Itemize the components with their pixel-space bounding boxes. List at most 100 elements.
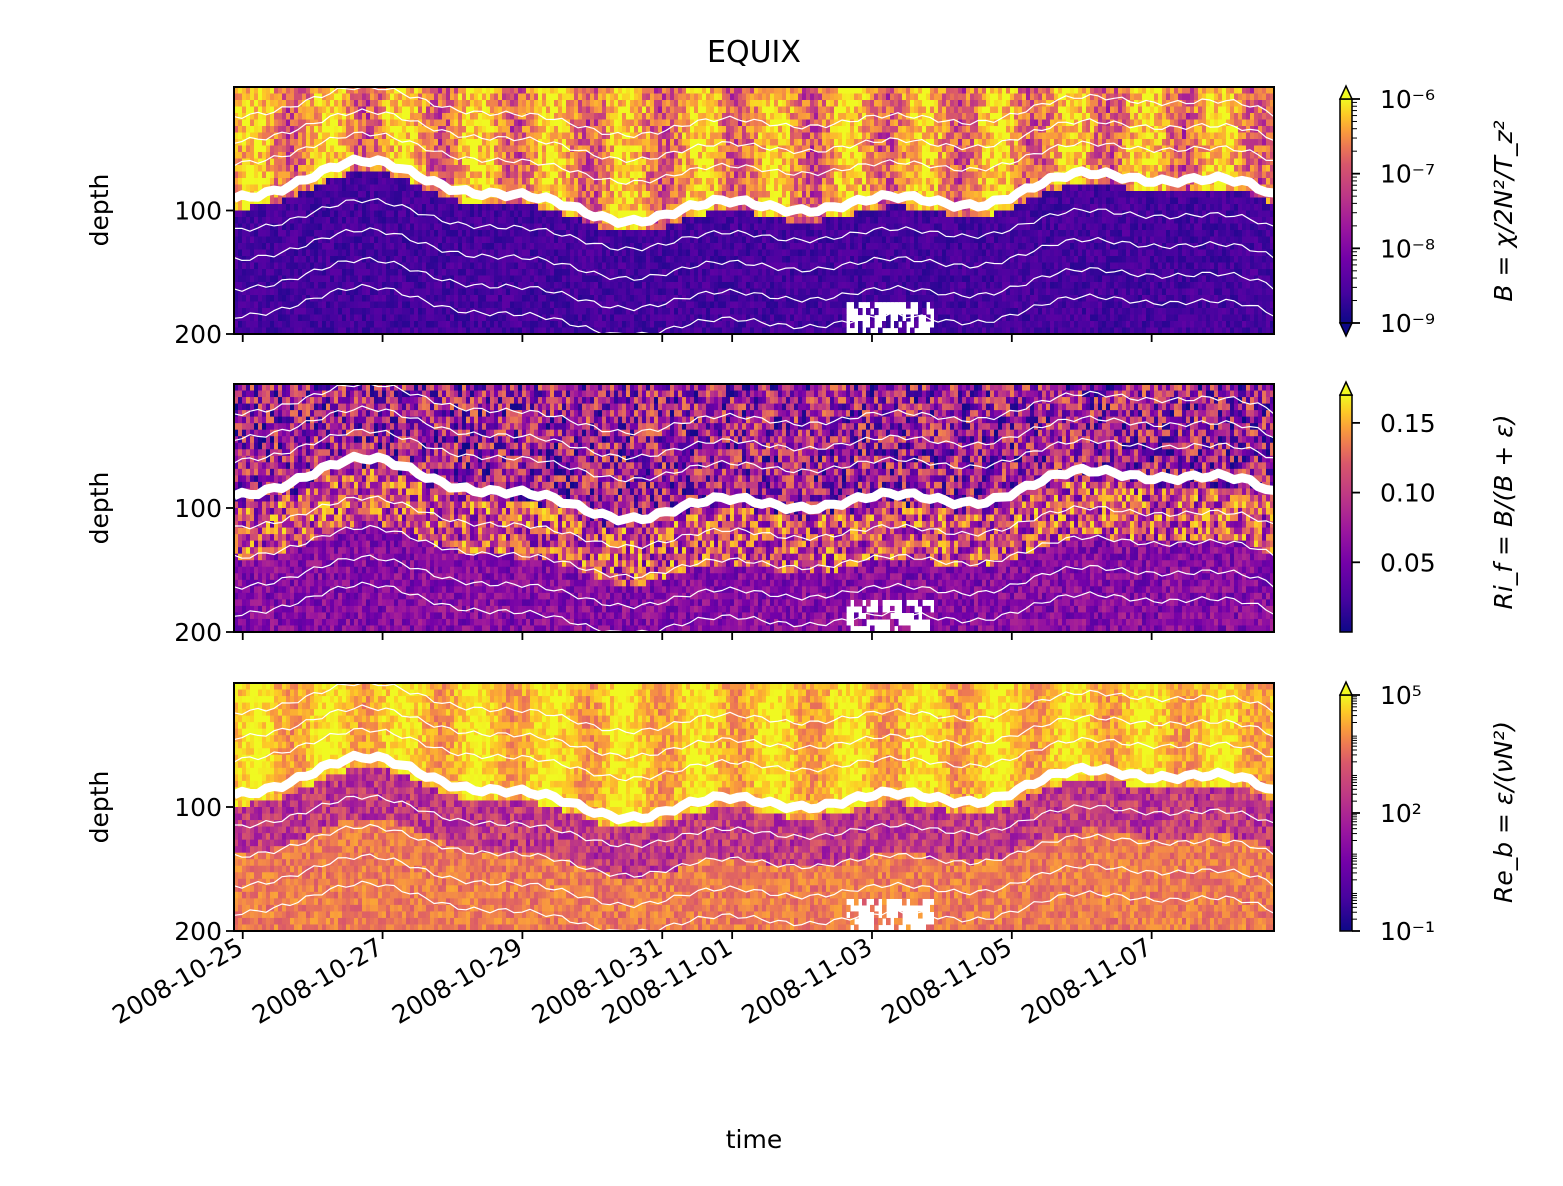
heatmap-cell — [618, 158, 623, 166]
heatmap-cell — [490, 100, 495, 108]
heatmap-cell — [550, 113, 555, 121]
heatmap-cell — [510, 230, 515, 238]
heatmap-cell — [414, 139, 419, 147]
heatmap-cell — [466, 223, 471, 231]
heatmap-cell — [250, 100, 255, 108]
heatmap-cell — [574, 282, 579, 290]
heatmap-cell — [722, 119, 727, 127]
heatmap-cell — [514, 152, 519, 160]
heatmap-cell — [442, 275, 447, 283]
heatmap-cell — [734, 210, 739, 218]
heatmap-cell — [578, 106, 583, 114]
heatmap-cell — [542, 139, 547, 147]
heatmap-cell — [322, 314, 327, 322]
heatmap-cell — [482, 145, 487, 153]
heatmap-cell — [722, 327, 727, 335]
heatmap-cell — [350, 119, 355, 127]
heatmap-cell — [334, 184, 339, 192]
heatmap-cell — [438, 171, 443, 179]
heatmap-cell — [302, 249, 307, 257]
heatmap-cell — [354, 288, 359, 296]
heatmap-cell — [282, 93, 287, 101]
heatmap-cell — [430, 87, 435, 95]
heatmap-cell — [538, 288, 543, 296]
heatmap-cell — [666, 204, 671, 212]
heatmap-cell — [722, 262, 727, 270]
heatmap-cell — [594, 113, 599, 121]
heatmap-cell — [266, 171, 271, 179]
heatmap-cell — [422, 314, 427, 322]
heatmap-cell — [658, 327, 663, 335]
heatmap-cell — [286, 119, 291, 127]
heatmap-cell — [578, 132, 583, 140]
heatmap-cell — [670, 106, 675, 114]
heatmap-cell — [302, 308, 307, 316]
heatmap-cell — [754, 321, 759, 329]
heatmap-cell — [326, 295, 331, 303]
heatmap-cell — [738, 288, 743, 296]
heatmap-cell — [442, 295, 447, 303]
heatmap-cell — [554, 100, 559, 108]
heatmap-cell — [626, 119, 631, 127]
heatmap-cell — [442, 230, 447, 238]
heatmap-cell — [430, 217, 435, 225]
heatmap-cell — [398, 197, 403, 205]
heatmap-cell — [742, 275, 747, 283]
heatmap-cell — [334, 230, 339, 238]
heatmap-cell — [750, 152, 755, 160]
heatmap-cell — [246, 145, 251, 153]
heatmap-cell — [338, 288, 343, 296]
heatmap-cell — [350, 171, 355, 179]
heatmap-cell — [558, 282, 563, 290]
heatmap-cell — [246, 106, 251, 114]
heatmap-cell — [606, 295, 611, 303]
heatmap-cell — [602, 106, 607, 114]
heatmap-cell — [466, 113, 471, 121]
heatmap-cell — [254, 100, 259, 108]
heatmap-cell — [394, 132, 399, 140]
heatmap-cell — [386, 249, 391, 257]
heatmap-cell — [306, 152, 311, 160]
heatmap-cell — [534, 132, 539, 140]
heatmap-cell — [714, 152, 719, 160]
heatmap-cell — [450, 262, 455, 270]
heatmap-cell — [722, 113, 727, 121]
heatmap-cell — [714, 269, 719, 277]
heatmap-cell — [722, 126, 727, 134]
heatmap-cell — [546, 132, 551, 140]
heatmap-cell — [518, 158, 523, 166]
heatmap-cell — [422, 158, 427, 166]
heatmap-cell — [662, 327, 667, 335]
heatmap-cell — [590, 308, 595, 316]
heatmap-cell — [646, 119, 651, 127]
heatmap-cell — [438, 308, 443, 316]
heatmap-cell — [354, 230, 359, 238]
heatmap-cell — [322, 256, 327, 264]
heatmap-cell — [718, 236, 723, 244]
heatmap-cell — [502, 204, 507, 212]
heatmap-cell — [366, 184, 371, 192]
heatmap-cell — [442, 106, 447, 114]
heatmap-cell — [290, 152, 295, 160]
heatmap-cell — [386, 100, 391, 108]
heatmap-cell — [666, 100, 671, 108]
heatmap-cell — [462, 100, 467, 108]
heatmap-cell — [246, 178, 251, 186]
heatmap-cell — [646, 165, 651, 173]
heatmap-cell — [306, 191, 311, 199]
heatmap-cell — [742, 269, 747, 277]
heatmap-cell — [302, 191, 307, 199]
heatmap-cell — [410, 295, 415, 303]
heatmap-cell — [334, 275, 339, 283]
heatmap-cell — [574, 275, 579, 283]
heatmap-cell — [710, 314, 715, 322]
heatmap-cell — [366, 301, 371, 309]
heatmap-cell — [538, 256, 543, 264]
heatmap-cell — [570, 275, 575, 283]
heatmap-cell — [362, 275, 367, 283]
heatmap-cell — [674, 178, 679, 186]
heatmap-cell — [662, 191, 667, 199]
heatmap-cell — [290, 210, 295, 218]
heatmap-cell — [402, 321, 407, 329]
heatmap-cell — [550, 249, 555, 257]
